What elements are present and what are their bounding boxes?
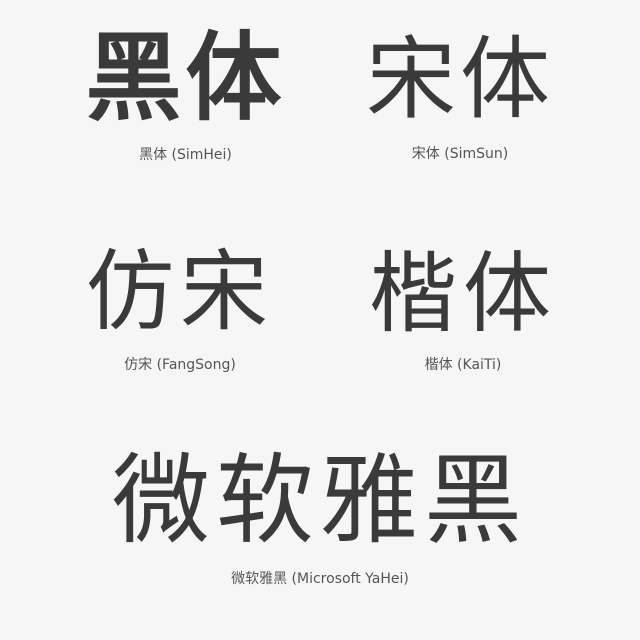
simsun-sample-glyphs: 宋体 xyxy=(366,27,554,132)
simhei-sample-glyphs: 黑体 xyxy=(85,22,286,134)
font-sample-fangsong: 仿宋 仿宋 (FangSong) xyxy=(75,240,285,373)
font-sample-simhei: 黑体 黑体 (SimHei) xyxy=(78,30,293,162)
fangsong-sample-glyphs: 仿宋 xyxy=(85,240,274,343)
font-sample-kaiti: 楷体 楷体 (KaiTi) xyxy=(358,242,568,373)
fangsong-caption: 仿宋 (FangSong) xyxy=(124,357,236,373)
font-sample-yahei: 微软雅黑 微软雅黑 (Microsoft YaHei) xyxy=(100,452,540,586)
simsun-caption: 宋体 (SimSun) xyxy=(411,146,509,162)
kaiti-sample-glyphs: 楷体 xyxy=(368,242,557,345)
yahei-sample-glyphs: 微软雅黑 xyxy=(111,444,528,558)
font-sample-simsun: 宋体 宋体 (SimSun) xyxy=(360,27,560,162)
yahei-caption: 微软雅黑 (Microsoft YaHei) xyxy=(231,571,409,587)
kaiti-caption: 楷体 (KaiTi) xyxy=(424,357,502,373)
simhei-caption: 黑体 (SimHei) xyxy=(139,147,232,163)
